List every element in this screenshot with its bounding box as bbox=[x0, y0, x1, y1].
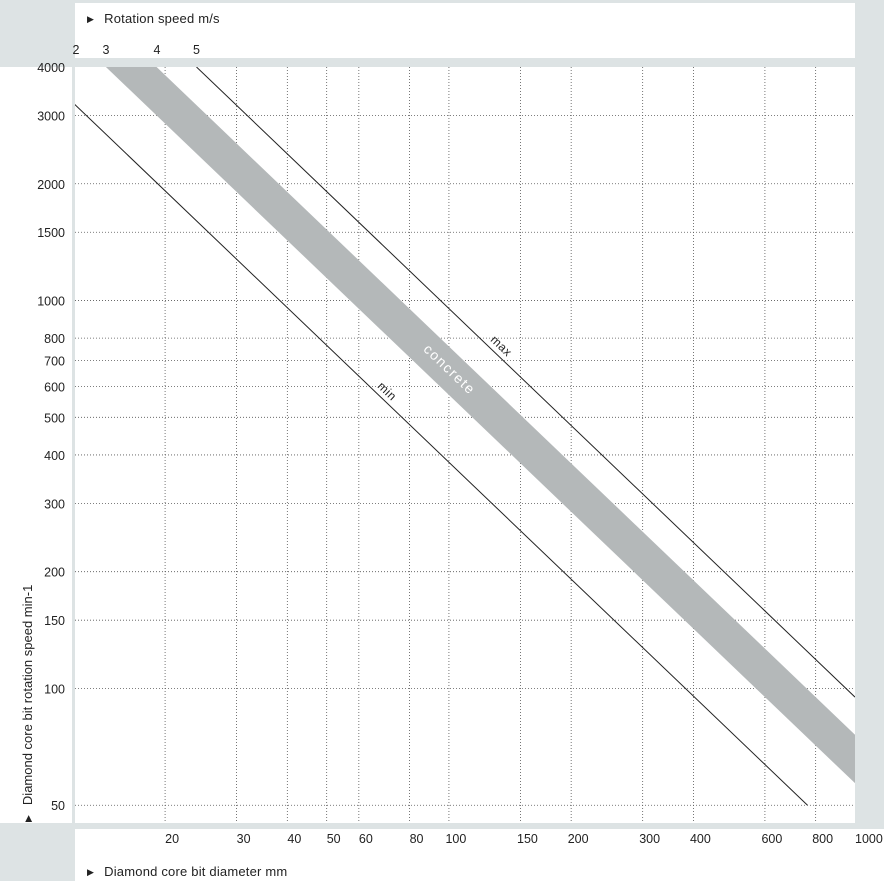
y-tick-label: 800 bbox=[44, 332, 65, 346]
x-axis-title-text: Diamond core bit diameter mm bbox=[104, 864, 288, 879]
top-tick-label: 2 bbox=[73, 43, 80, 57]
y-tick-label: 3000 bbox=[37, 109, 65, 123]
series-group bbox=[75, 67, 855, 806]
y-tick-label: 1500 bbox=[37, 226, 65, 240]
x-tick-label: 40 bbox=[287, 832, 301, 846]
min-label: min bbox=[375, 379, 400, 404]
y-tick-label: 200 bbox=[44, 566, 65, 580]
max-line bbox=[196, 67, 855, 698]
y-tick-label: 150 bbox=[44, 614, 65, 628]
top-tick-label: 3 bbox=[102, 43, 109, 57]
y-tick-label: 100 bbox=[44, 682, 65, 696]
x-tick-label: 400 bbox=[690, 832, 711, 846]
x-tick-label: 80 bbox=[410, 832, 424, 846]
x-axis-panel bbox=[75, 829, 884, 881]
y-tick-label: 700 bbox=[44, 355, 65, 369]
x-tick-label: 100 bbox=[445, 832, 466, 846]
top-axis-title-text: Rotation speed m/s bbox=[104, 11, 220, 26]
top-tick-label: 5 bbox=[193, 43, 200, 57]
y-tick-label: 1000 bbox=[37, 295, 65, 309]
y-tick-label: 600 bbox=[44, 381, 65, 395]
y-tick-label: 400 bbox=[44, 449, 65, 463]
x-tick-label: 150 bbox=[517, 832, 538, 846]
x-tick-label: 200 bbox=[568, 832, 589, 846]
x-axis-title: ▶ Diamond core bit diameter mm bbox=[87, 864, 287, 879]
y-axis-panel bbox=[0, 67, 72, 823]
top-tick-label: 4 bbox=[153, 43, 160, 57]
y-tick-label: 500 bbox=[44, 411, 65, 425]
min-line bbox=[75, 103, 808, 806]
y-tick-label: 50 bbox=[51, 799, 65, 813]
y-tick-label: 300 bbox=[44, 497, 65, 511]
triangle-right-icon: ▶ bbox=[87, 14, 95, 24]
concrete-band bbox=[105, 67, 855, 784]
top-axis-title: ▶ Rotation speed m/s bbox=[87, 11, 220, 26]
x-tick-label: 800 bbox=[812, 832, 833, 846]
triangle-right-icon: ▶ bbox=[87, 867, 95, 877]
y-tick-label: 2000 bbox=[37, 178, 65, 192]
x-tick-label: 50 bbox=[327, 832, 341, 846]
x-tick-label: 300 bbox=[639, 832, 660, 846]
x-tick-label: 30 bbox=[237, 832, 251, 846]
y-tick-label: 4000 bbox=[37, 61, 65, 75]
top-axis-panel bbox=[75, 3, 855, 58]
x-tick-label: 600 bbox=[761, 832, 782, 846]
plot-area bbox=[75, 67, 855, 823]
x-tick-label: 1000 bbox=[855, 832, 883, 846]
max-label: max bbox=[488, 333, 515, 360]
x-tick-label: 20 bbox=[165, 832, 179, 846]
x-tick-label: 60 bbox=[359, 832, 373, 846]
